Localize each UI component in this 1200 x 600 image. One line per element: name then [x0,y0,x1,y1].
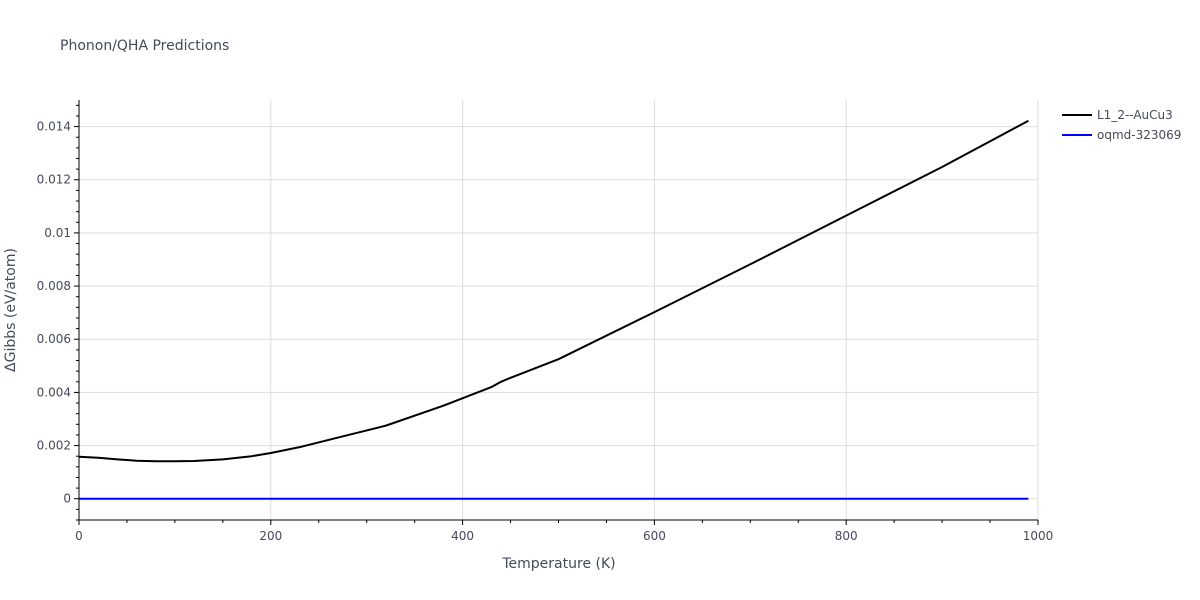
x-tick-label: 600 [643,529,666,543]
legend-label: L1_2--AuCu3 [1097,108,1173,122]
y-tick-label: 0.012 [37,173,71,187]
x-tick-label: 1000 [1023,529,1054,543]
y-tick-label: 0.006 [37,332,71,346]
legend-item-0[interactable]: L1_2--AuCu3 [1062,108,1173,122]
legend-label: oqmd-323069 [1097,128,1181,142]
x-axis-label: Temperature (K) [501,556,615,572]
series-lines [78,119,1029,500]
x-tick-label: 0 [75,529,83,543]
x-tick-label: 200 [259,529,282,543]
grid [79,100,1039,520]
legend-item-1[interactable]: oqmd-323069 [1062,128,1181,142]
x-tick-label: 800 [835,529,858,543]
series-line-0 [78,119,1029,463]
y-tick-label: 0 [63,492,71,506]
legend[interactable]: L1_2--AuCu3 oqmd-323069 [1062,108,1181,142]
x-tick-label: 400 [451,529,474,543]
y-axis-label: ΔGibbs (eV/atom) [3,248,19,372]
y-tick-label: 0.01 [44,226,71,240]
axes: 0 200 400 600 800 1000 0 0.002 0.004 0.006 0.008 0.… [37,100,1054,543]
chart-title: Phonon/QHA Predictions [60,38,229,54]
y-tick-label: 0.004 [37,385,71,399]
y-tick-label: 0.008 [37,279,71,293]
y-tick-label: 0.002 [37,439,71,453]
y-tick-label: 0.014 [37,120,71,134]
